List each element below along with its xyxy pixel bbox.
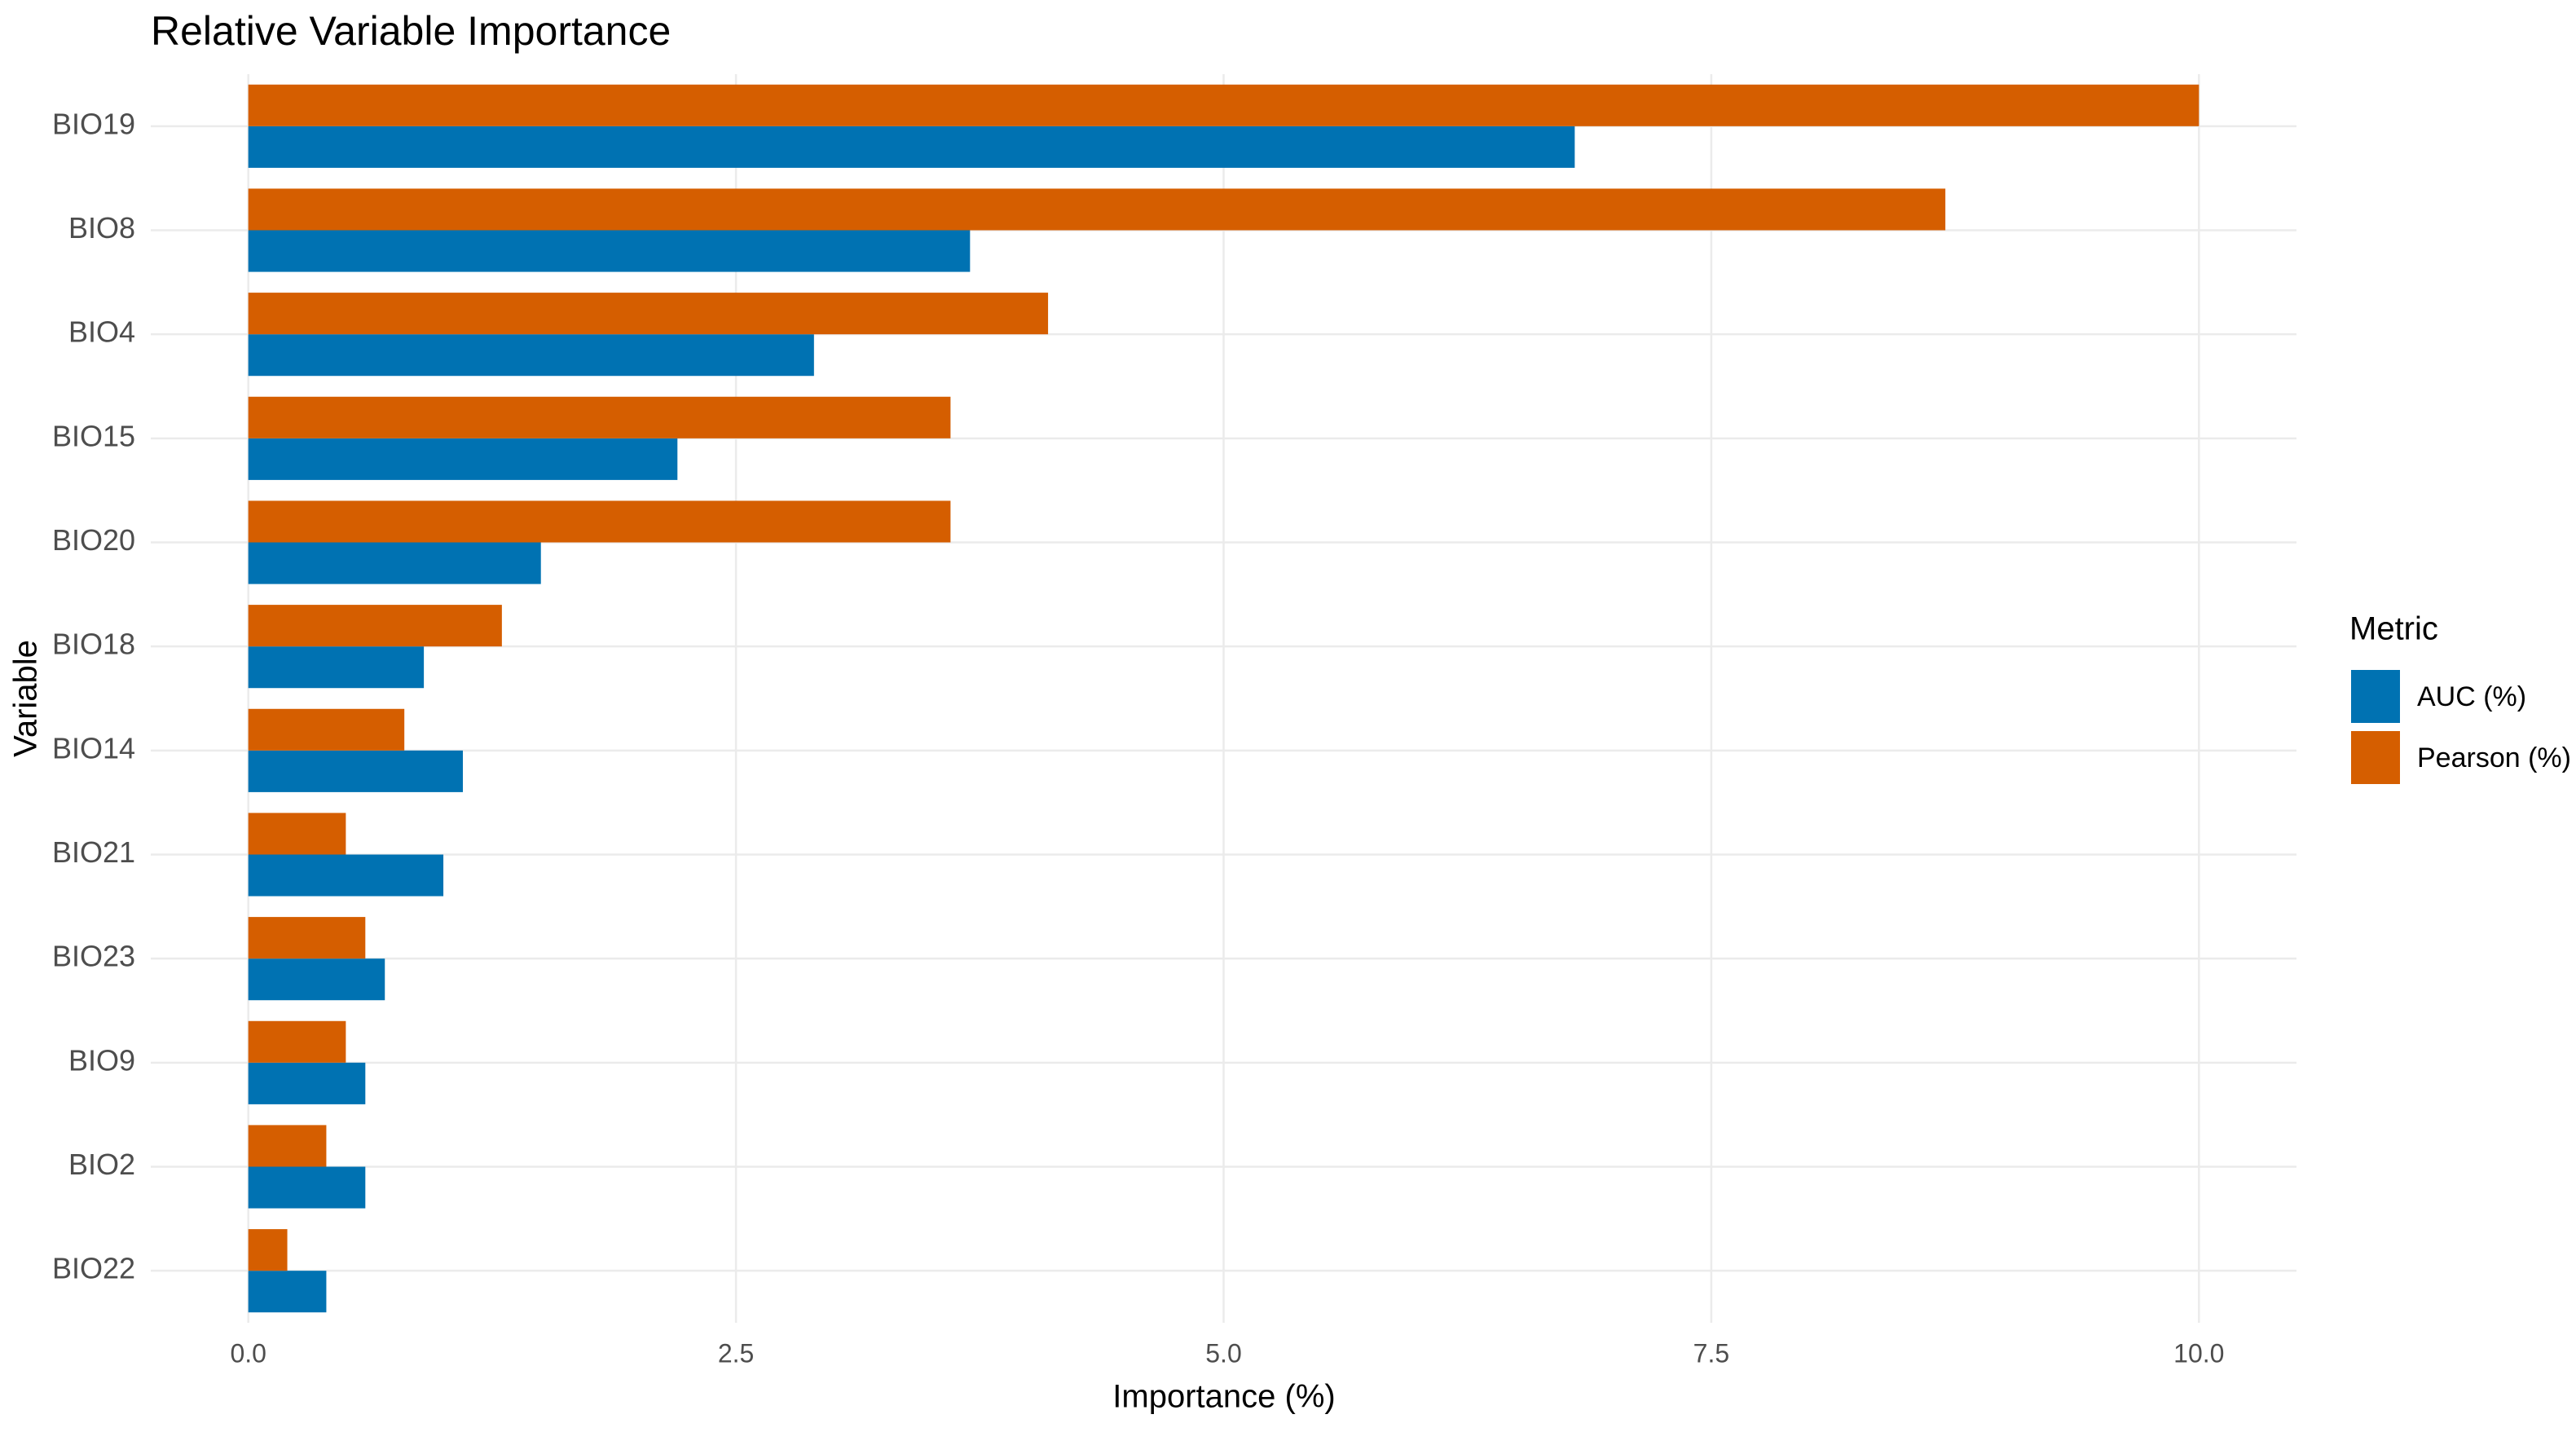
legend-title: Metric [2349,611,2438,647]
y-tick-label: BIO2 [68,1148,135,1181]
y-tick-label: BIO20 [52,523,135,557]
y-tick-label: BIO14 [52,731,135,764]
bar [248,917,366,959]
y-tick-label: BIO9 [68,1043,135,1077]
legend-key [2351,670,2400,723]
bar [248,708,405,751]
bar [248,1166,366,1209]
bar [248,1229,288,1271]
bar [248,958,385,1001]
y-axis-label: Variable [8,640,44,757]
bar [248,1271,327,1313]
legend-key [2351,731,2400,784]
y-tick-label: BIO18 [52,628,135,661]
bar [248,126,1575,168]
bar [248,813,346,855]
x-tick-label: 0.0 [230,1338,266,1368]
bar [248,230,971,272]
y-tick-label: BIO21 [52,835,135,869]
x-axis-label: Importance (%) [1112,1379,1335,1415]
x-tick-label: 7.5 [1693,1338,1729,1368]
bar [248,646,425,689]
y-tick-label: BIO22 [52,1252,135,1285]
y-tick-label: BIO23 [52,940,135,973]
legend-label: Pearson (%) [2417,742,2571,773]
bar [248,500,951,543]
x-tick-label: 5.0 [1205,1338,1241,1368]
bar [248,293,1049,335]
x-tick-label: 2.5 [718,1338,754,1368]
y-tick-label: BIO4 [68,315,135,349]
bar [248,1125,327,1167]
bar [248,1062,366,1104]
bar [248,542,541,584]
bar [248,334,814,377]
bar [248,854,444,897]
bar [248,438,678,480]
bar [248,750,463,792]
bar [248,84,2200,126]
legend-label: AUC (%) [2417,681,2526,712]
y-tick-label: BIO8 [68,211,135,245]
x-tick-label: 10.0 [2173,1338,2224,1368]
bar [248,188,1946,231]
bar [248,1020,346,1063]
bar [248,605,502,647]
y-tick-label: BIO15 [52,419,135,452]
y-tick-label: BIO19 [52,107,135,140]
bar [248,396,951,438]
chart-title: Relative Variable Importance [151,8,671,54]
